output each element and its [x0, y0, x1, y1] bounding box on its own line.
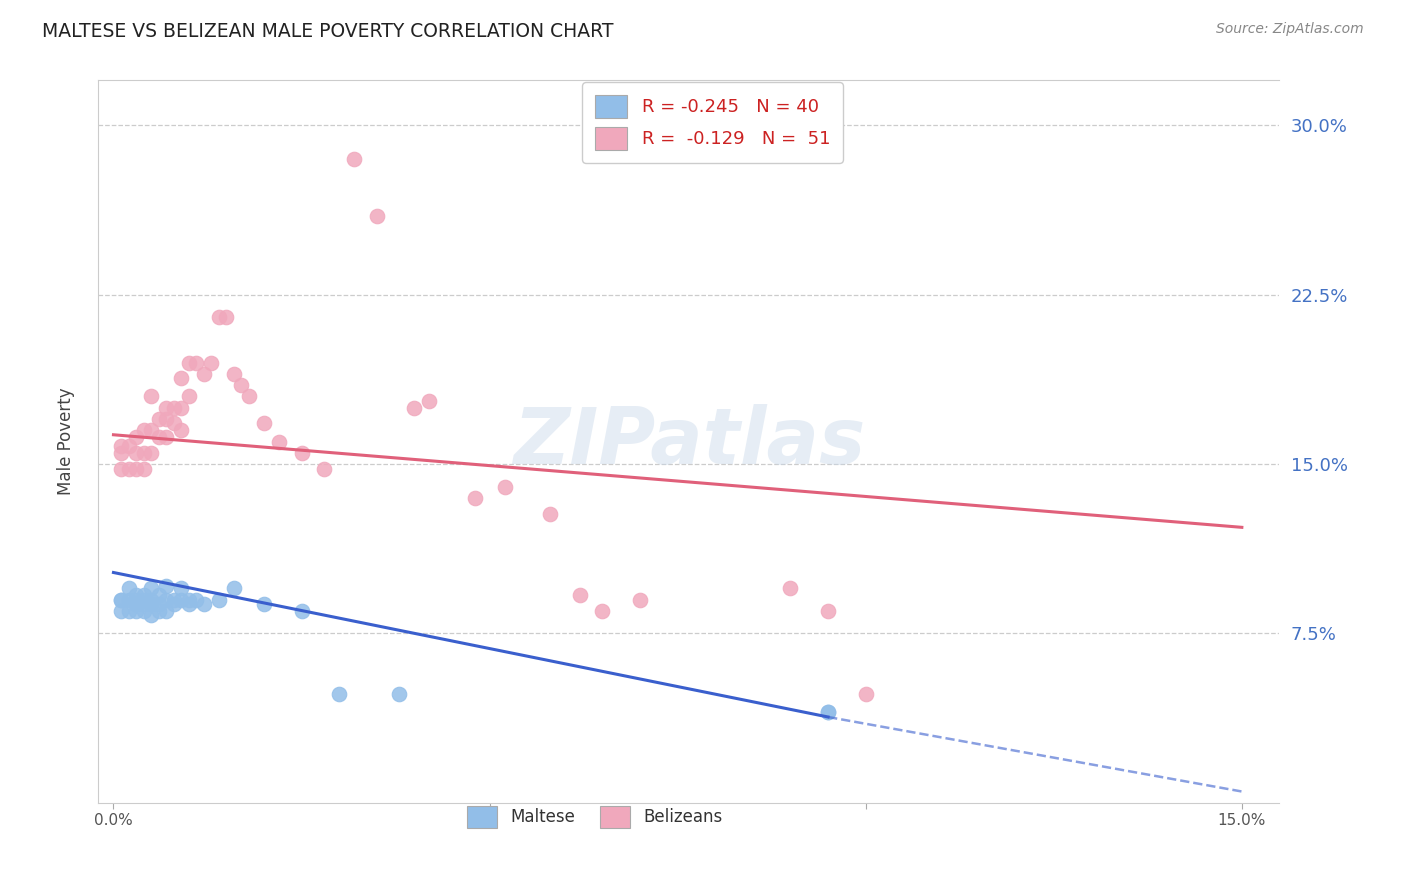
Point	[117, 439, 139, 453]
Point	[186, 592, 208, 607]
Point	[193, 367, 215, 381]
Point	[148, 597, 170, 611]
Point	[267, 434, 290, 449]
Point	[110, 592, 132, 607]
Point	[208, 310, 231, 325]
Point	[110, 592, 132, 607]
Point	[155, 401, 177, 415]
Point	[139, 423, 162, 437]
Point	[494, 480, 516, 494]
Point	[132, 446, 155, 460]
Point	[538, 507, 561, 521]
Point	[163, 417, 186, 431]
Point	[177, 592, 200, 607]
Point	[170, 423, 193, 437]
Point	[155, 579, 177, 593]
Point	[117, 592, 139, 607]
Point	[193, 597, 215, 611]
Y-axis label: Male Poverty: Male Poverty	[56, 388, 75, 495]
Point	[366, 209, 388, 223]
Point	[110, 461, 132, 475]
Point	[170, 582, 193, 596]
Point	[155, 430, 177, 444]
Point	[253, 417, 276, 431]
Point	[200, 355, 222, 369]
Point	[139, 592, 162, 607]
Point	[163, 592, 186, 607]
Point	[170, 401, 193, 415]
Point	[418, 393, 440, 408]
Point	[148, 588, 170, 602]
Point	[139, 597, 162, 611]
Point	[290, 446, 312, 460]
Point	[125, 604, 148, 618]
Point	[568, 588, 591, 602]
Point	[222, 367, 245, 381]
Point	[186, 355, 208, 369]
Point	[132, 423, 155, 437]
Point	[125, 446, 148, 460]
Point	[177, 597, 200, 611]
Text: MALTESE VS BELIZEAN MALE POVERTY CORRELATION CHART: MALTESE VS BELIZEAN MALE POVERTY CORRELA…	[42, 22, 613, 41]
Point	[110, 439, 132, 453]
Point	[855, 687, 877, 701]
Point	[132, 588, 155, 602]
Point	[117, 461, 139, 475]
Point	[148, 604, 170, 618]
Point	[139, 582, 162, 596]
Point	[117, 604, 139, 618]
Point	[125, 430, 148, 444]
Point	[148, 430, 170, 444]
Point	[139, 446, 162, 460]
Point	[170, 371, 193, 385]
Point	[163, 597, 186, 611]
Point	[132, 597, 155, 611]
Point	[125, 588, 148, 602]
Point	[139, 608, 162, 623]
Point	[817, 706, 839, 720]
Point	[155, 412, 177, 426]
Text: ZIPatlas: ZIPatlas	[513, 403, 865, 480]
Point	[388, 687, 411, 701]
Point	[404, 401, 426, 415]
Legend: Maltese, Belizeans: Maltese, Belizeans	[460, 799, 730, 834]
Point	[290, 604, 312, 618]
Point	[253, 597, 276, 611]
Text: Source: ZipAtlas.com: Source: ZipAtlas.com	[1216, 22, 1364, 37]
Point	[177, 389, 200, 403]
Point	[628, 592, 651, 607]
Point	[817, 706, 839, 720]
Point	[314, 461, 336, 475]
Point	[125, 597, 148, 611]
Point	[132, 592, 155, 607]
Point	[155, 592, 177, 607]
Point	[779, 582, 801, 596]
Point	[110, 604, 132, 618]
Point	[222, 582, 245, 596]
Point	[117, 582, 139, 596]
Point	[148, 412, 170, 426]
Point	[139, 389, 162, 403]
Point	[208, 592, 231, 607]
Point	[215, 310, 238, 325]
Point	[155, 604, 177, 618]
Point	[177, 355, 200, 369]
Point	[132, 461, 155, 475]
Point	[231, 378, 253, 392]
Point	[328, 687, 350, 701]
Point	[110, 446, 132, 460]
Point	[132, 604, 155, 618]
Point	[238, 389, 260, 403]
Point	[170, 592, 193, 607]
Point	[464, 491, 486, 505]
Point	[817, 604, 839, 618]
Point	[163, 401, 186, 415]
Point	[125, 592, 148, 607]
Point	[125, 461, 148, 475]
Point	[343, 153, 366, 167]
Point	[591, 604, 613, 618]
